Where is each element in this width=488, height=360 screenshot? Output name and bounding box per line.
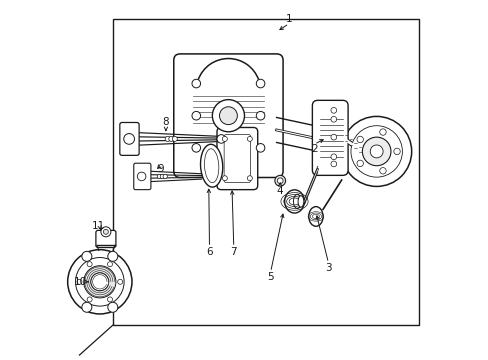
Circle shape bbox=[103, 229, 108, 234]
Text: 3: 3 bbox=[325, 262, 331, 273]
Text: 7: 7 bbox=[230, 247, 237, 257]
Circle shape bbox=[274, 175, 285, 186]
Ellipse shape bbox=[293, 194, 301, 208]
Circle shape bbox=[91, 273, 108, 291]
Circle shape bbox=[81, 251, 92, 261]
Text: 1: 1 bbox=[285, 14, 292, 23]
Circle shape bbox=[256, 144, 264, 152]
Circle shape bbox=[107, 302, 118, 312]
Circle shape bbox=[217, 135, 225, 143]
Circle shape bbox=[256, 111, 264, 120]
Circle shape bbox=[75, 257, 124, 306]
Ellipse shape bbox=[308, 207, 323, 226]
Circle shape bbox=[341, 116, 411, 186]
Circle shape bbox=[107, 297, 112, 302]
Ellipse shape bbox=[284, 190, 304, 213]
Ellipse shape bbox=[298, 196, 303, 207]
Circle shape bbox=[356, 136, 363, 143]
Text: 10: 10 bbox=[74, 277, 86, 287]
Circle shape bbox=[107, 251, 118, 261]
Circle shape bbox=[330, 161, 336, 167]
Text: 9: 9 bbox=[157, 164, 163, 174]
Circle shape bbox=[118, 279, 122, 284]
FancyBboxPatch shape bbox=[134, 163, 151, 190]
Text: 4: 4 bbox=[276, 186, 283, 197]
Bar bbox=[113, 19, 418, 325]
Circle shape bbox=[330, 108, 336, 113]
Circle shape bbox=[87, 297, 92, 302]
FancyBboxPatch shape bbox=[173, 54, 283, 177]
Ellipse shape bbox=[204, 149, 218, 183]
Circle shape bbox=[393, 148, 400, 155]
FancyBboxPatch shape bbox=[312, 100, 347, 175]
Circle shape bbox=[192, 111, 200, 120]
FancyBboxPatch shape bbox=[224, 135, 250, 183]
FancyBboxPatch shape bbox=[120, 122, 139, 156]
Circle shape bbox=[107, 262, 112, 267]
Circle shape bbox=[160, 174, 164, 179]
Circle shape bbox=[137, 172, 145, 181]
Circle shape bbox=[87, 262, 92, 267]
Circle shape bbox=[362, 137, 390, 166]
Circle shape bbox=[379, 167, 386, 174]
Circle shape bbox=[165, 136, 170, 141]
Circle shape bbox=[192, 144, 200, 152]
Circle shape bbox=[168, 136, 173, 141]
Circle shape bbox=[256, 79, 264, 88]
FancyBboxPatch shape bbox=[217, 127, 257, 190]
Circle shape bbox=[379, 129, 386, 135]
Text: 6: 6 bbox=[206, 247, 212, 257]
Circle shape bbox=[330, 116, 336, 122]
Circle shape bbox=[247, 176, 252, 181]
Text: 2: 2 bbox=[310, 144, 317, 154]
Circle shape bbox=[163, 174, 167, 179]
Circle shape bbox=[212, 100, 244, 132]
Circle shape bbox=[350, 126, 402, 177]
Circle shape bbox=[222, 136, 227, 141]
Ellipse shape bbox=[200, 144, 223, 187]
Circle shape bbox=[81, 302, 92, 312]
Circle shape bbox=[222, 176, 227, 181]
Text: 11: 11 bbox=[91, 221, 104, 231]
Circle shape bbox=[77, 279, 82, 284]
Circle shape bbox=[192, 79, 200, 88]
Circle shape bbox=[172, 136, 177, 141]
Circle shape bbox=[277, 178, 283, 184]
Text: 5: 5 bbox=[267, 272, 273, 282]
Ellipse shape bbox=[289, 193, 299, 210]
Circle shape bbox=[67, 249, 132, 314]
Circle shape bbox=[356, 160, 363, 167]
Circle shape bbox=[101, 227, 111, 237]
FancyBboxPatch shape bbox=[96, 230, 116, 248]
Circle shape bbox=[157, 174, 162, 179]
Circle shape bbox=[330, 134, 336, 140]
Circle shape bbox=[247, 136, 252, 141]
Circle shape bbox=[123, 134, 134, 144]
Circle shape bbox=[83, 266, 116, 298]
Circle shape bbox=[219, 107, 237, 125]
Text: 8: 8 bbox=[163, 117, 169, 127]
Circle shape bbox=[330, 154, 336, 159]
Circle shape bbox=[369, 145, 382, 158]
